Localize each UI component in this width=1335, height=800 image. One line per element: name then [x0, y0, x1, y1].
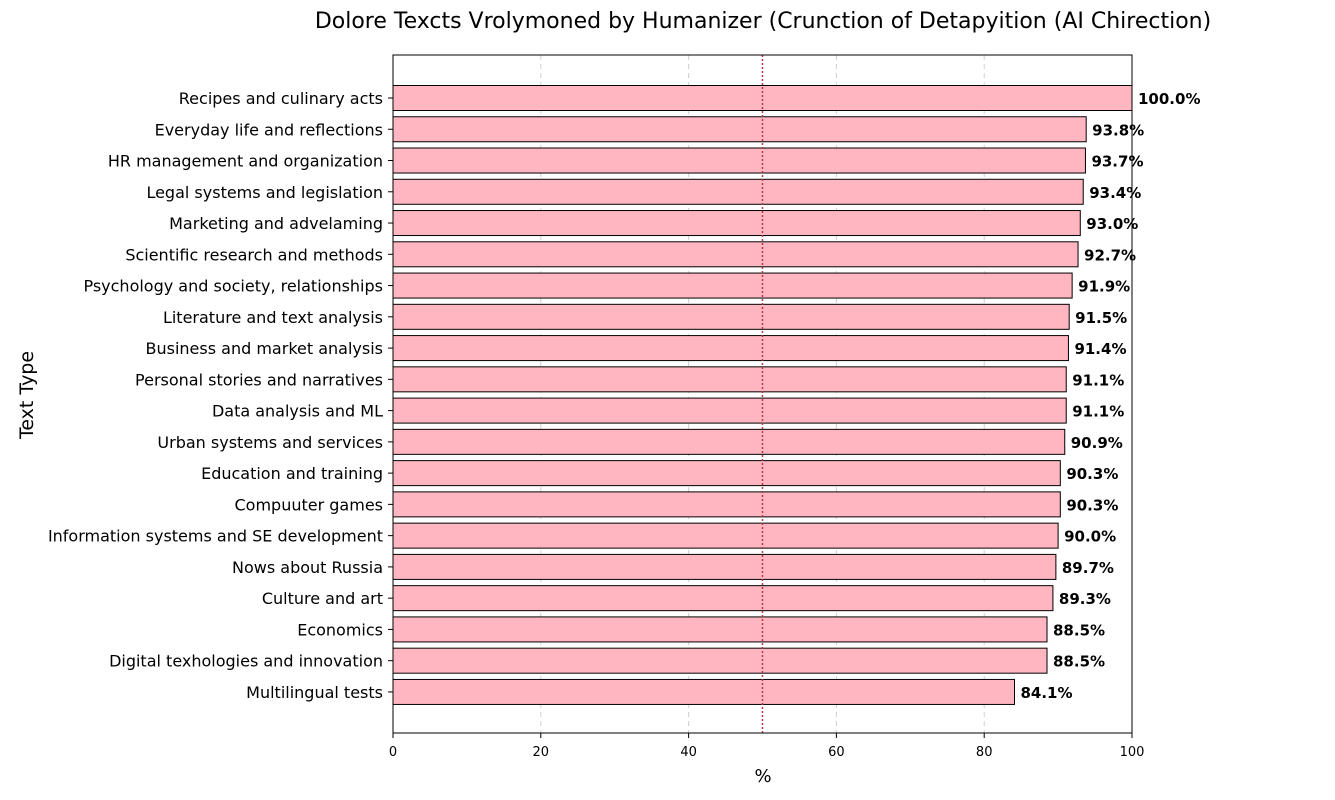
bar [392, 178, 1084, 205]
bar [392, 366, 1067, 393]
x-axis-label: % [754, 766, 771, 787]
data-label: 91.1% [1072, 371, 1124, 389]
x-tick-label: 40 [680, 745, 697, 760]
data-label: 92.7% [1084, 246, 1136, 264]
data-label: 91.1% [1072, 403, 1124, 421]
category-label: Marketing and advelaming [169, 214, 383, 233]
category-label: Data analysis and ML [212, 402, 383, 421]
bar [392, 210, 1081, 237]
data-label: 100.0% [1138, 90, 1200, 108]
category-label: Compuuter games [235, 495, 384, 514]
bar [392, 522, 1059, 549]
data-label: 90.3% [1066, 496, 1118, 514]
bar [392, 303, 1070, 330]
data-label: 90.0% [1064, 528, 1116, 546]
category-label: Personal stories and narratives [135, 370, 383, 389]
category-label: Education and training [201, 464, 383, 483]
x-tick-label: 80 [976, 745, 993, 760]
data-label: 89.7% [1062, 559, 1114, 577]
data-label: 93.8% [1092, 121, 1144, 139]
category-label: Everyday life and reflections [155, 120, 383, 139]
bar [392, 647, 1048, 674]
chart-title: Dolore Texcts Vrolymoned by Humanizer (C… [315, 9, 1211, 34]
bar [392, 335, 1069, 362]
category-label: Business and market analysis [146, 339, 383, 358]
bar [392, 147, 1086, 174]
bar [392, 616, 1048, 643]
bar [392, 678, 1015, 705]
y-axis-label: Text Type [16, 351, 38, 440]
category-label: HR management and organization [108, 152, 383, 171]
bar [392, 397, 1067, 424]
data-label: 93.7% [1091, 153, 1143, 171]
bar [392, 272, 1073, 299]
category-label: Literature and text analysis [163, 308, 383, 327]
bar [392, 116, 1087, 143]
bar [392, 460, 1061, 487]
x-tick-label: 0 [389, 745, 397, 760]
data-label: 91.4% [1074, 340, 1126, 358]
category-label: Multilingual tests [246, 683, 383, 702]
x-tick-label: 100 [1120, 745, 1145, 760]
category-label: Urban systems and services [157, 433, 383, 452]
data-label: 90.9% [1071, 434, 1123, 452]
data-label: 88.5% [1053, 653, 1105, 671]
category-label: Legal systems and legislation [146, 183, 383, 202]
data-label: 91.5% [1075, 309, 1127, 327]
category-label: Information systems and SE development [48, 527, 383, 546]
data-label: 93.4% [1089, 184, 1141, 202]
x-tick-label: 20 [533, 745, 550, 760]
category-label: Scientific research and methods [125, 245, 383, 264]
category-label: Recipes and culinary acts [179, 89, 383, 108]
bar [392, 241, 1079, 268]
data-label: 90.3% [1066, 465, 1118, 483]
bar [392, 428, 1066, 455]
data-label: 91.9% [1078, 278, 1130, 296]
plot-frame [392, 54, 1133, 734]
x-tick-label: 60 [828, 745, 845, 760]
data-label: 89.3% [1059, 590, 1111, 608]
bar [392, 491, 1061, 518]
data-label: 93.0% [1086, 215, 1138, 233]
bar [392, 553, 1057, 580]
bar [392, 585, 1054, 612]
data-label: 88.5% [1053, 621, 1105, 639]
category-label: Digital texhologies and innovation [109, 652, 383, 671]
category-label: Culture and art [262, 589, 383, 608]
category-label: Nows about Russia [232, 558, 383, 577]
category-label: Psychology and society, relationships [83, 277, 383, 296]
data-label: 84.1% [1020, 684, 1072, 702]
category-label: Economics [297, 620, 383, 639]
bar [392, 85, 1133, 111]
